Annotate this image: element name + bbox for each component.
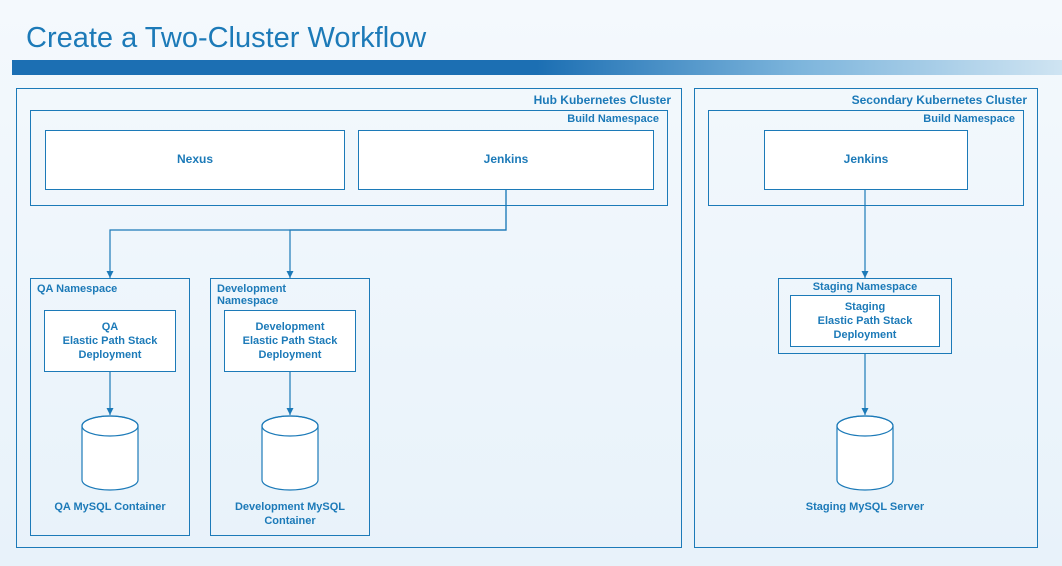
db-dev-label: Development MySQL Container	[220, 500, 360, 529]
namespace-staging-label: Staging Namespace	[779, 281, 951, 293]
namespace-dev-label: Development Namespace	[217, 283, 317, 307]
node-jenkins-sec: Jenkins	[764, 130, 968, 190]
node-stg-stack: Staging Elastic Path Stack Deployment	[790, 295, 940, 347]
cluster-secondary-label: Secondary Kubernetes Cluster	[852, 93, 1027, 107]
namespace-qa-label: QA Namespace	[37, 283, 117, 295]
page-title: Create a Two-Cluster Workflow	[26, 22, 426, 55]
node-jenkins-hub: Jenkins	[358, 130, 654, 190]
db-stg-label: Staging MySQL Server	[795, 500, 935, 514]
namespace-hub-build-label: Build Namespace	[567, 113, 659, 125]
accent-bar	[12, 60, 1062, 75]
cluster-hub-label: Hub Kubernetes Cluster	[534, 93, 671, 107]
node-qa-stack: QA Elastic Path Stack Deployment	[44, 310, 176, 372]
node-nexus: Nexus	[45, 130, 345, 190]
node-dev-stack: Development Elastic Path Stack Deploymen…	[224, 310, 356, 372]
namespace-sec-build-label: Build Namespace	[923, 113, 1015, 125]
db-qa-label: QA MySQL Container	[40, 500, 180, 514]
